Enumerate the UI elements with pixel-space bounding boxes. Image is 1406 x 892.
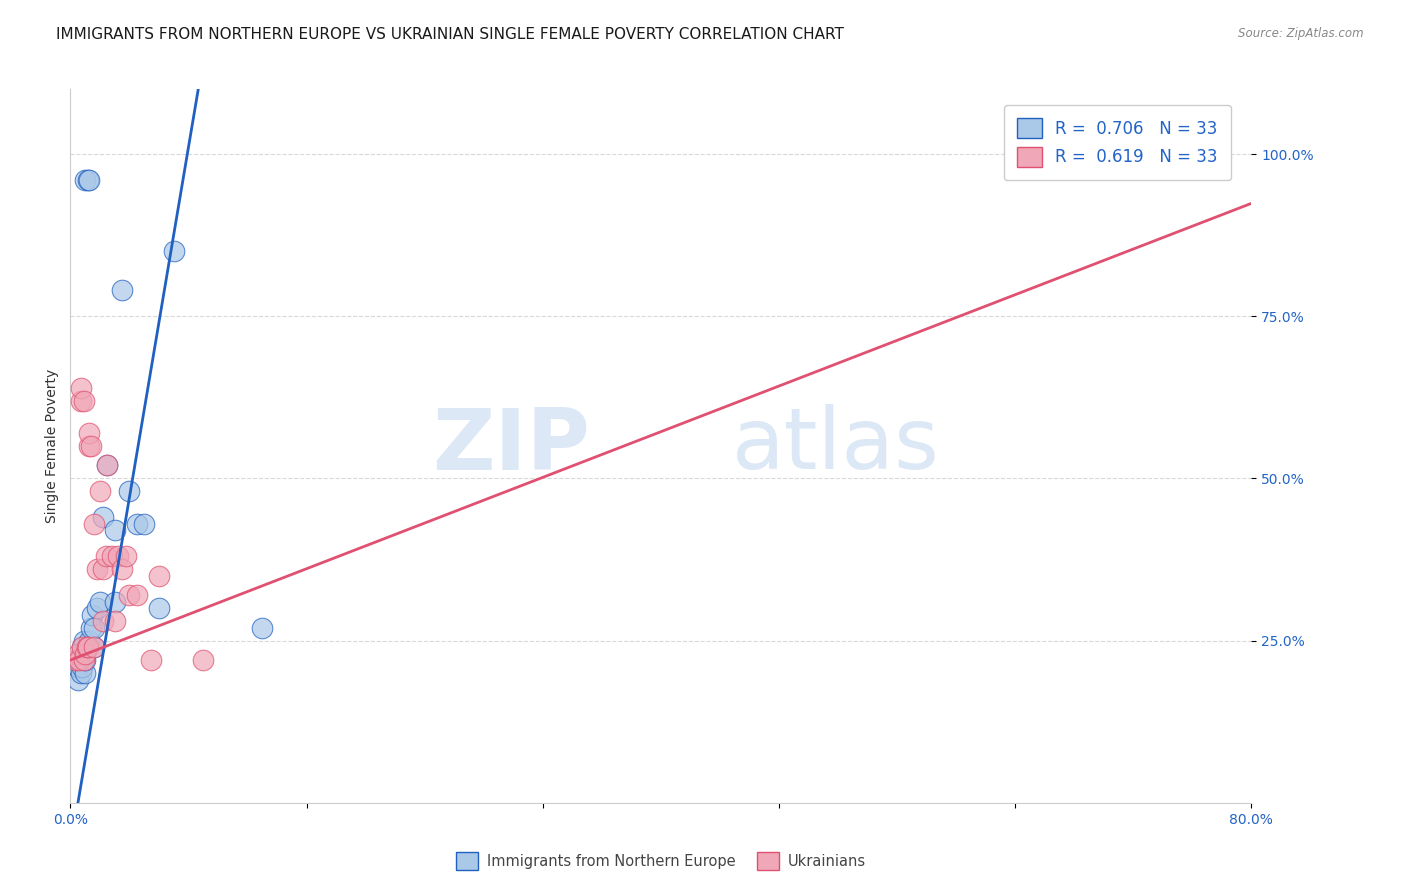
- Point: [91, 614, 114, 628]
- Point: [72, 653, 94, 667]
- Point: [104, 614, 127, 628]
- Point: [132, 516, 156, 531]
- Point: [70, 640, 93, 654]
- Point: [79, 439, 101, 453]
- Text: IMMIGRANTS FROM NORTHERN EUROPE VS UKRAINIAN SINGLE FEMALE POVERTY CORRELATION C: IMMIGRANTS FROM NORTHERN EUROPE VS UKRAI…: [56, 27, 844, 42]
- Point: [77, 640, 100, 654]
- Point: [148, 568, 170, 582]
- Point: [86, 562, 108, 576]
- Point: [86, 601, 108, 615]
- Point: [66, 647, 89, 661]
- Point: [69, 666, 91, 681]
- Y-axis label: Single Female Poverty: Single Female Poverty: [45, 369, 59, 523]
- Point: [118, 484, 141, 499]
- Point: [70, 640, 93, 654]
- Point: [69, 647, 91, 661]
- Point: [83, 640, 105, 654]
- Point: [89, 595, 111, 609]
- Point: [111, 283, 134, 297]
- Point: [67, 653, 90, 667]
- Point: [75, 647, 96, 661]
- Point: [66, 653, 89, 667]
- Point: [91, 510, 114, 524]
- Point: [69, 381, 91, 395]
- Point: [72, 393, 94, 408]
- Point: [94, 549, 117, 564]
- Point: [1166, 147, 1188, 161]
- Point: [80, 621, 103, 635]
- Point: [91, 562, 114, 576]
- Point: [111, 562, 134, 576]
- Point: [75, 173, 96, 187]
- Point: [96, 458, 118, 473]
- Point: [125, 516, 148, 531]
- Point: [83, 516, 105, 531]
- Point: [191, 653, 214, 667]
- Point: [96, 458, 118, 473]
- Text: ZIP: ZIP: [432, 404, 591, 488]
- Point: [77, 173, 100, 187]
- Point: [76, 640, 98, 654]
- Point: [104, 595, 127, 609]
- Point: [148, 601, 170, 615]
- Point: [80, 439, 103, 453]
- Legend: Immigrants from Northern Europe, Ukrainians: Immigrants from Northern Europe, Ukraini…: [450, 847, 872, 876]
- Point: [104, 524, 127, 538]
- Point: [141, 653, 163, 667]
- Point: [66, 673, 89, 687]
- Point: [66, 659, 89, 673]
- Text: atlas: atlas: [731, 404, 939, 488]
- Legend: R =  0.706   N = 33, R =  0.619   N = 33: R = 0.706 N = 33, R = 0.619 N = 33: [1004, 104, 1232, 180]
- Point: [125, 588, 148, 602]
- Point: [83, 640, 105, 654]
- Point: [1166, 147, 1188, 161]
- Point: [75, 653, 96, 667]
- Point: [70, 659, 93, 673]
- Point: [89, 484, 111, 499]
- Point: [250, 621, 273, 635]
- Point: [75, 666, 96, 681]
- Point: [118, 588, 141, 602]
- Text: Source: ZipAtlas.com: Source: ZipAtlas.com: [1239, 27, 1364, 40]
- Point: [163, 244, 186, 259]
- Point: [79, 425, 101, 440]
- Point: [82, 607, 104, 622]
- Point: [69, 393, 91, 408]
- Point: [79, 173, 101, 187]
- Point: [100, 549, 122, 564]
- Point: [72, 633, 94, 648]
- Point: [115, 549, 138, 564]
- Point: [65, 653, 87, 667]
- Point: [107, 549, 129, 564]
- Point: [83, 621, 105, 635]
- Point: [79, 633, 101, 648]
- Point: [72, 653, 94, 667]
